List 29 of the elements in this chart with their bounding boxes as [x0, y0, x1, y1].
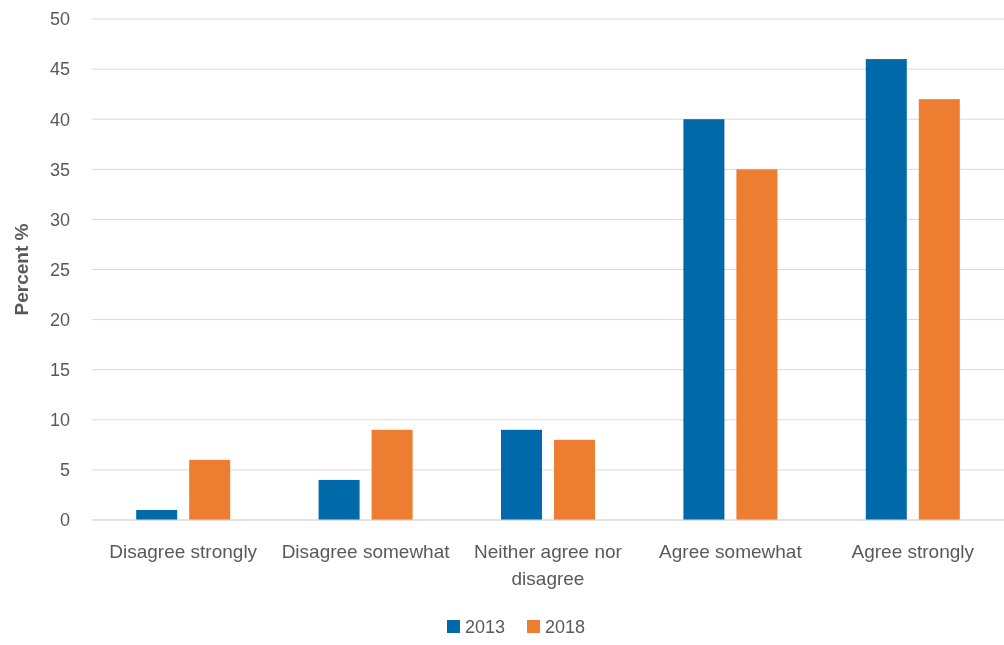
- bar: [554, 439, 595, 520]
- x-tick-label: Disagree somewhat: [281, 541, 451, 562]
- y-tick-label: 45: [49, 59, 70, 80]
- legend-label: 2013: [465, 617, 506, 637]
- y-tick-label: 15: [49, 360, 70, 380]
- y-tick-label: 5: [59, 460, 70, 481]
- x-tick-label: Neither agree nor disagree: [474, 541, 623, 589]
- y-tick-label: 0: [59, 510, 70, 531]
- y-tick-label: 20: [49, 309, 70, 330]
- bar: [318, 479, 360, 520]
- bar: [189, 459, 231, 520]
- bar: [136, 509, 178, 520]
- bar: [865, 59, 907, 520]
- y-axis-title: Percent %: [11, 223, 32, 316]
- y-tick-label: 50: [49, 9, 70, 30]
- x-tick-label: Agree strongly: [851, 541, 975, 562]
- legend-label: 2018: [545, 617, 586, 637]
- y-tick-label: 40: [49, 109, 70, 130]
- x-tick-label: Agree somewhat: [659, 541, 803, 562]
- bar: [371, 429, 413, 520]
- y-tick-label: 30: [49, 209, 70, 230]
- bar: [501, 429, 542, 520]
- y-tick-label: 10: [49, 410, 70, 431]
- bar: [736, 169, 778, 520]
- bar: [918, 99, 960, 520]
- y-tick-label: 35: [49, 159, 70, 180]
- y-tick-label: 25: [49, 259, 70, 280]
- bar: [683, 119, 725, 520]
- x-tick-label: Disagree strongly: [109, 541, 258, 562]
